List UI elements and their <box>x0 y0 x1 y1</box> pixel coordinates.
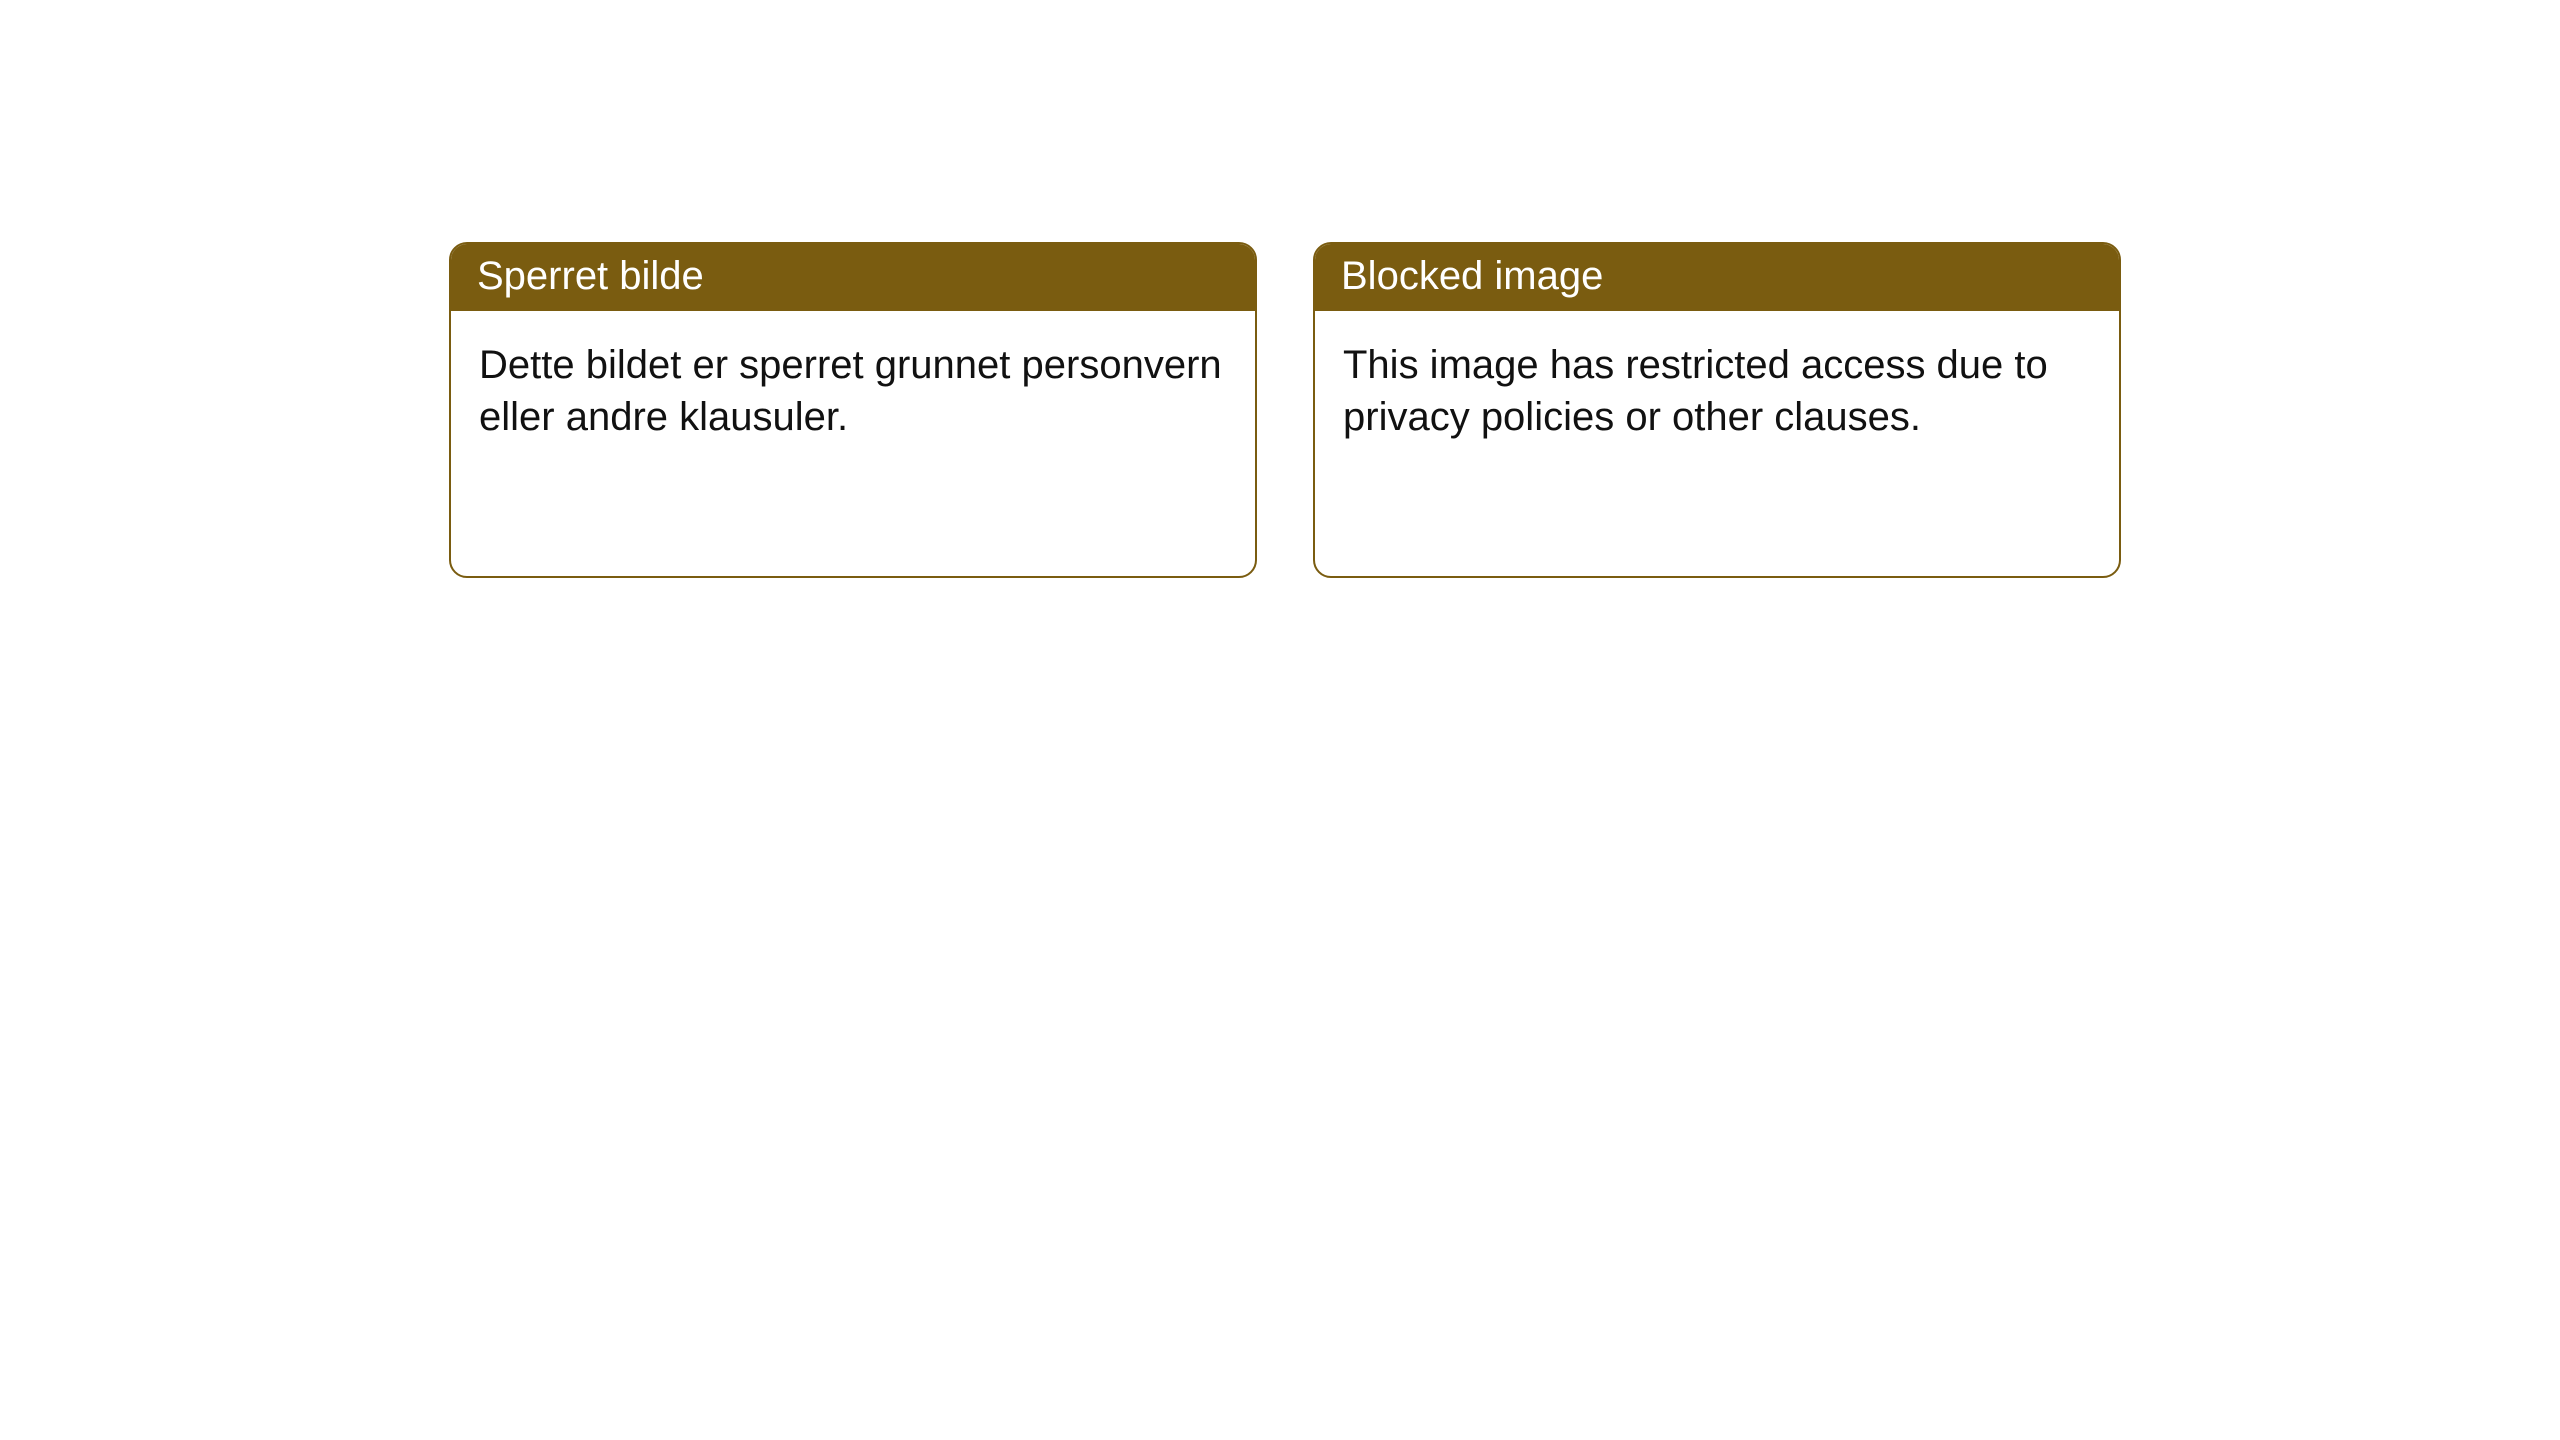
card-title: Blocked image <box>1341 254 1603 298</box>
card-header: Sperret bilde <box>451 244 1255 311</box>
card-body-text: Dette bildet er sperret grunnet personve… <box>479 343 1222 439</box>
card-body-text: This image has restricted access due to … <box>1343 343 2048 439</box>
card-header: Blocked image <box>1315 244 2119 311</box>
notice-card-english: Blocked image This image has restricted … <box>1313 242 2121 578</box>
card-body: This image has restricted access due to … <box>1315 311 2119 471</box>
card-title: Sperret bilde <box>477 254 704 298</box>
notice-card-norwegian: Sperret bilde Dette bildet er sperret gr… <box>449 242 1257 578</box>
notice-container: Sperret bilde Dette bildet er sperret gr… <box>0 0 2560 578</box>
card-body: Dette bildet er sperret grunnet personve… <box>451 311 1255 471</box>
